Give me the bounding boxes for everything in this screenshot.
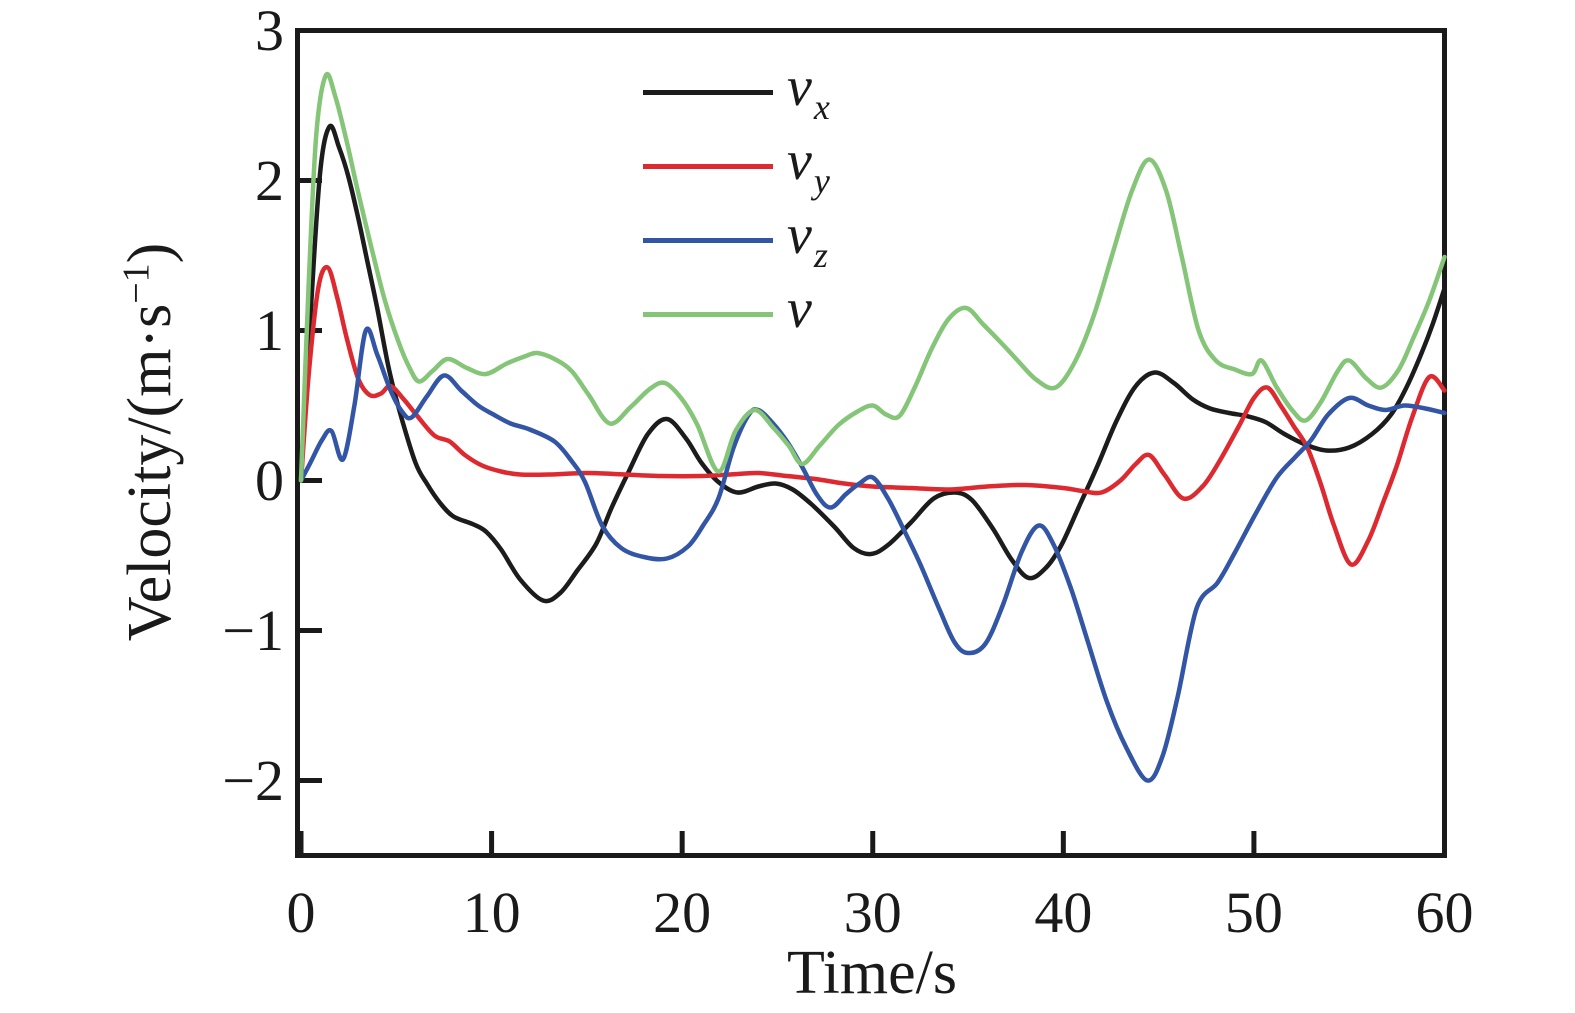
legend-line-swatch-v [643,311,773,317]
y-tick-label-0: 0 [255,447,284,513]
series-line-vz [298,326,1447,783]
legend-item-vz: vz [643,204,828,275]
x-tick-label-40: 40 [1034,880,1093,945]
y-tick-label-−2: −2 [222,747,284,813]
y-axis-title-superscript: −1 [115,263,158,304]
y-axis-title-text: Velocity/(m·s [116,303,184,642]
legend-line-swatch-vx [643,89,773,95]
plot-border [295,28,1447,858]
legend-line-swatch-vy [643,163,773,169]
legend-label-vy: vy [787,130,830,201]
legend-label-vz: vz [787,204,828,275]
x-tick-label-10: 10 [462,880,521,945]
y-tick-label-3: 3 [255,0,284,63]
y-axis-title: Velocity/(m·s−1) [115,242,184,642]
series-line-v [298,71,1447,483]
y-tick-label-−1: −1 [222,597,284,663]
legend-item-vy: vy [643,130,830,201]
x-tick-label-50: 50 [1224,880,1283,945]
legend-line-swatch-vz [643,237,773,243]
legend-item-v: v [643,278,814,344]
x-tick-label-60: 60 [1415,880,1474,945]
legend-item-vx: vx [643,56,830,127]
series-line-vx [298,123,1447,604]
y-tick-label-1: 1 [255,297,284,363]
y-axis-title-suffix: ) [116,242,184,264]
x-tick-label-30: 30 [843,880,902,945]
legend-label-vx: vx [787,56,830,127]
y-tick-label-2: 2 [255,147,284,213]
x-tick-label-20: 20 [653,880,712,945]
legend-label-v: v [787,278,812,340]
x-axis-title: Time/s [786,939,958,1007]
x-tick-label-0: 0 [286,880,316,945]
series-line-vy [298,265,1447,567]
